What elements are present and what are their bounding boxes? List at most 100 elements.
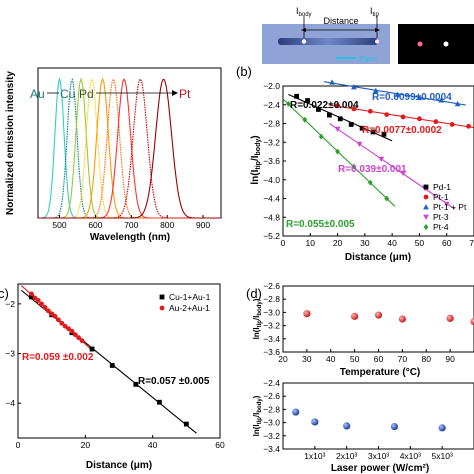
pd0-xtick-label-6: 80 bbox=[422, 354, 432, 364]
pc-rate-label-1: R=0.059 ±0.002 bbox=[22, 352, 94, 363]
panel-d-top-ylabel: ln(Itip/Ibody) bbox=[252, 298, 263, 339]
pb-xtick-label-3: 30 bbox=[360, 238, 370, 248]
pb-point-1-5 bbox=[417, 116, 422, 122]
pd1-point-3 bbox=[390, 422, 399, 431]
pb-rate-label-3: R=0.039±0.001 bbox=[338, 164, 407, 175]
pd1-ytick-label-0: −2.4 bbox=[263, 378, 280, 388]
pb-xtick-label-7: 70 bbox=[469, 238, 474, 248]
inset-tip-spot bbox=[375, 39, 379, 44]
panel-a-curves bbox=[38, 77, 221, 219]
pb-point-2-2 bbox=[372, 87, 379, 94]
inset-emission-tip bbox=[443, 41, 449, 47]
pc-point-1-6 bbox=[49, 311, 55, 317]
pb-legend-label-1: Pt-1 bbox=[433, 192, 449, 202]
panel-b-xlabel: Distance (μm) bbox=[345, 252, 411, 263]
pb-point-0-3 bbox=[326, 112, 332, 118]
pd1-ytick-label-3: −3.0 bbox=[263, 418, 280, 428]
pb-rate-label-1: R=0.0077±0.0002 bbox=[362, 125, 442, 136]
panel-d-bottom-axes-frame bbox=[282, 382, 474, 450]
pd1-ytick-label-4: −3.2 bbox=[263, 431, 280, 441]
pc-point-1-11 bbox=[66, 326, 71, 332]
pb-legend-marker-3 bbox=[423, 214, 429, 220]
panel-a-xtick-label-1: 600 bbox=[88, 220, 102, 230]
panel-b-ylabel: ln(Itip/Ibody) bbox=[250, 135, 262, 184]
pd0-ytick-label-1: −2.8 bbox=[263, 294, 280, 304]
pb-point-1-6 bbox=[433, 119, 439, 125]
pc-legend-marker-1 bbox=[159, 305, 165, 311]
pd0-xtick-label-0: 20 bbox=[278, 354, 288, 364]
panel-c-xlabel: Distance (μm) bbox=[86, 460, 152, 471]
pd0-ytick-label-4: −3.4 bbox=[263, 334, 280, 344]
inset-body-label: Ibody bbox=[296, 6, 312, 18]
pd0-xtick-label-3: 50 bbox=[350, 354, 360, 364]
pc-point-1-1 bbox=[32, 295, 38, 301]
pb-xtick-label-4: 40 bbox=[387, 238, 397, 248]
pd0-xtick-label-1: 30 bbox=[302, 354, 312, 364]
inset-body-spot bbox=[301, 39, 307, 44]
panel-b-inset-image: Distance Ibody Itip 30μm bbox=[262, 6, 474, 64]
pb-point-2-6 bbox=[454, 100, 461, 107]
panel-b-ticks: 0 10 20 30 40 50 60 70 −2.0 −2.4 −2.8 −3.2 −3.6 −4.0 −… bbox=[263, 81, 474, 248]
pb-xtick-label-0: 0 bbox=[281, 238, 286, 248]
pb-point-3-2 bbox=[378, 156, 385, 163]
pc-point-1-3 bbox=[39, 301, 44, 307]
pc-rate-label-0: R=0.057 ±0.005 bbox=[138, 376, 210, 387]
pb-point-0-1 bbox=[305, 98, 310, 103]
pb-ytick-label-6: −4.4 bbox=[263, 194, 280, 204]
panel-d-label: (d) bbox=[246, 286, 262, 301]
pb-point-4-4 bbox=[351, 163, 357, 170]
panel-a-xtick-label-2: 700 bbox=[124, 220, 138, 230]
panel-a-xtick-label-4: 900 bbox=[196, 220, 210, 230]
pb-xtick-label-2: 20 bbox=[333, 238, 343, 248]
pb-rate-label-2: R=0.0099±0.0004 bbox=[372, 92, 452, 103]
inset-distance-label: Distance bbox=[323, 16, 358, 26]
panel-d-top-axes-frame bbox=[282, 285, 474, 353]
pb-legend-label-4: Pt-4 bbox=[433, 222, 449, 232]
pb-point-4-2 bbox=[318, 133, 324, 140]
pb-point-0-6 bbox=[359, 125, 365, 131]
pb-point-1-1 bbox=[351, 106, 357, 112]
pc-xtick-label-1: 20 bbox=[81, 440, 91, 450]
pd1-xtick-label-1: 2x10³ bbox=[336, 451, 357, 461]
pc-point-1-14 bbox=[76, 335, 81, 341]
pb-legend-label-2: Pt-1 + Pt bbox=[433, 202, 467, 212]
spectrum-curve-9 bbox=[38, 78, 221, 219]
annotation-au: Au bbox=[30, 87, 45, 101]
pb-legend-marker-4 bbox=[423, 224, 429, 230]
pb-xtick-label-6: 60 bbox=[442, 238, 452, 248]
panel-d-bottom-xlabel: Laser power (W/cm²) bbox=[331, 463, 429, 474]
pd0-ytick-label-5: −3.6 bbox=[263, 347, 280, 357]
pb-point-0-8 bbox=[381, 131, 387, 137]
pb-point-2-5 bbox=[438, 97, 445, 103]
pb-legend-marker-0 bbox=[423, 184, 429, 190]
pb-point-4-3 bbox=[335, 148, 340, 155]
panel-c-points bbox=[29, 291, 189, 427]
panel-a-spectra: 500 600 700 800 900 Wavelength (nm) Normaliz… bbox=[5, 67, 222, 243]
pd0-point-5 bbox=[470, 318, 474, 326]
inset-rod bbox=[278, 38, 378, 45]
pb-ytick-label-5: −4.0 bbox=[263, 175, 280, 185]
pd1-xtick-label-3: 4x10³ bbox=[400, 451, 421, 461]
pc-point-0-7 bbox=[183, 421, 189, 427]
pb-legend-label-3: Pt-3 bbox=[433, 212, 449, 222]
pd1-xtick-label-0: 1x10³ bbox=[304, 451, 325, 461]
pd1-xtick-label-2: 3x10³ bbox=[368, 451, 389, 461]
panel-a-annotations: Au Cu Pd Pt bbox=[30, 87, 191, 101]
pd0-point-2 bbox=[374, 311, 383, 319]
pd0-xtick-label-5: 70 bbox=[398, 354, 408, 364]
panel-d-stability: (d) 20 30 40 50 60 70 80 90 −2.6 −2.8 −3.0 −3.2 −3.4… bbox=[246, 281, 474, 474]
pb-ytick-label-8: −5.2 bbox=[263, 231, 280, 241]
pd0-xtick-label-4: 60 bbox=[374, 354, 384, 364]
pb-point-3-1 bbox=[356, 141, 363, 148]
pc-xtick-label-2: 40 bbox=[148, 440, 158, 450]
pd1-ytick-label-1: −2.6 bbox=[263, 391, 280, 401]
pb-point-2-1 bbox=[351, 84, 357, 90]
pd0-point-1 bbox=[351, 312, 359, 320]
pb-fit-line-3 bbox=[329, 123, 456, 210]
pb-point-3-0 bbox=[334, 126, 341, 133]
pc-point-1-13 bbox=[72, 332, 78, 338]
pb-legend-marker-1 bbox=[423, 194, 429, 200]
pd1-xtick-label-4: 5x10³ bbox=[432, 451, 453, 461]
